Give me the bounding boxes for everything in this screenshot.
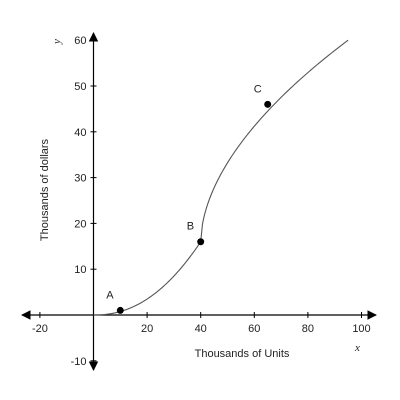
- y-axis-variable: y: [51, 39, 63, 45]
- y-tick-label: -10: [71, 356, 87, 368]
- x-axis-variable: x: [354, 342, 360, 354]
- x-tick-label: 100: [352, 323, 370, 335]
- point-label-a: A: [106, 289, 114, 301]
- y-tick-label: 40: [74, 127, 86, 139]
- data-points: A B C: [106, 83, 272, 314]
- y-tick-label: 30: [74, 173, 86, 185]
- data-point-c: [264, 100, 272, 108]
- data-point-a: [116, 306, 124, 314]
- x-ticks: -20 20 40 60 80 100: [32, 312, 371, 335]
- y-tick-label: 10: [74, 264, 86, 276]
- y-axis-title: Thousands of dollars: [39, 138, 51, 241]
- x-tick-label: 20: [141, 323, 153, 335]
- y-tick-label: 60: [74, 35, 86, 47]
- x-axis-title: Thousands of Units: [195, 348, 290, 360]
- x-tick-label: -20: [32, 323, 48, 335]
- data-point-b: [197, 238, 205, 246]
- y-tick-label: 20: [74, 218, 86, 230]
- point-label-c: C: [254, 83, 262, 95]
- y-ticks: -10 10 20 30 40 50 60: [71, 35, 97, 368]
- y-tick-label: 50: [74, 81, 86, 93]
- x-tick-label: 40: [195, 323, 207, 335]
- x-tick-label: 80: [302, 323, 314, 335]
- series-curve: [93, 39, 349, 316]
- x-tick-label: 60: [248, 323, 260, 335]
- point-label-b: B: [187, 221, 194, 233]
